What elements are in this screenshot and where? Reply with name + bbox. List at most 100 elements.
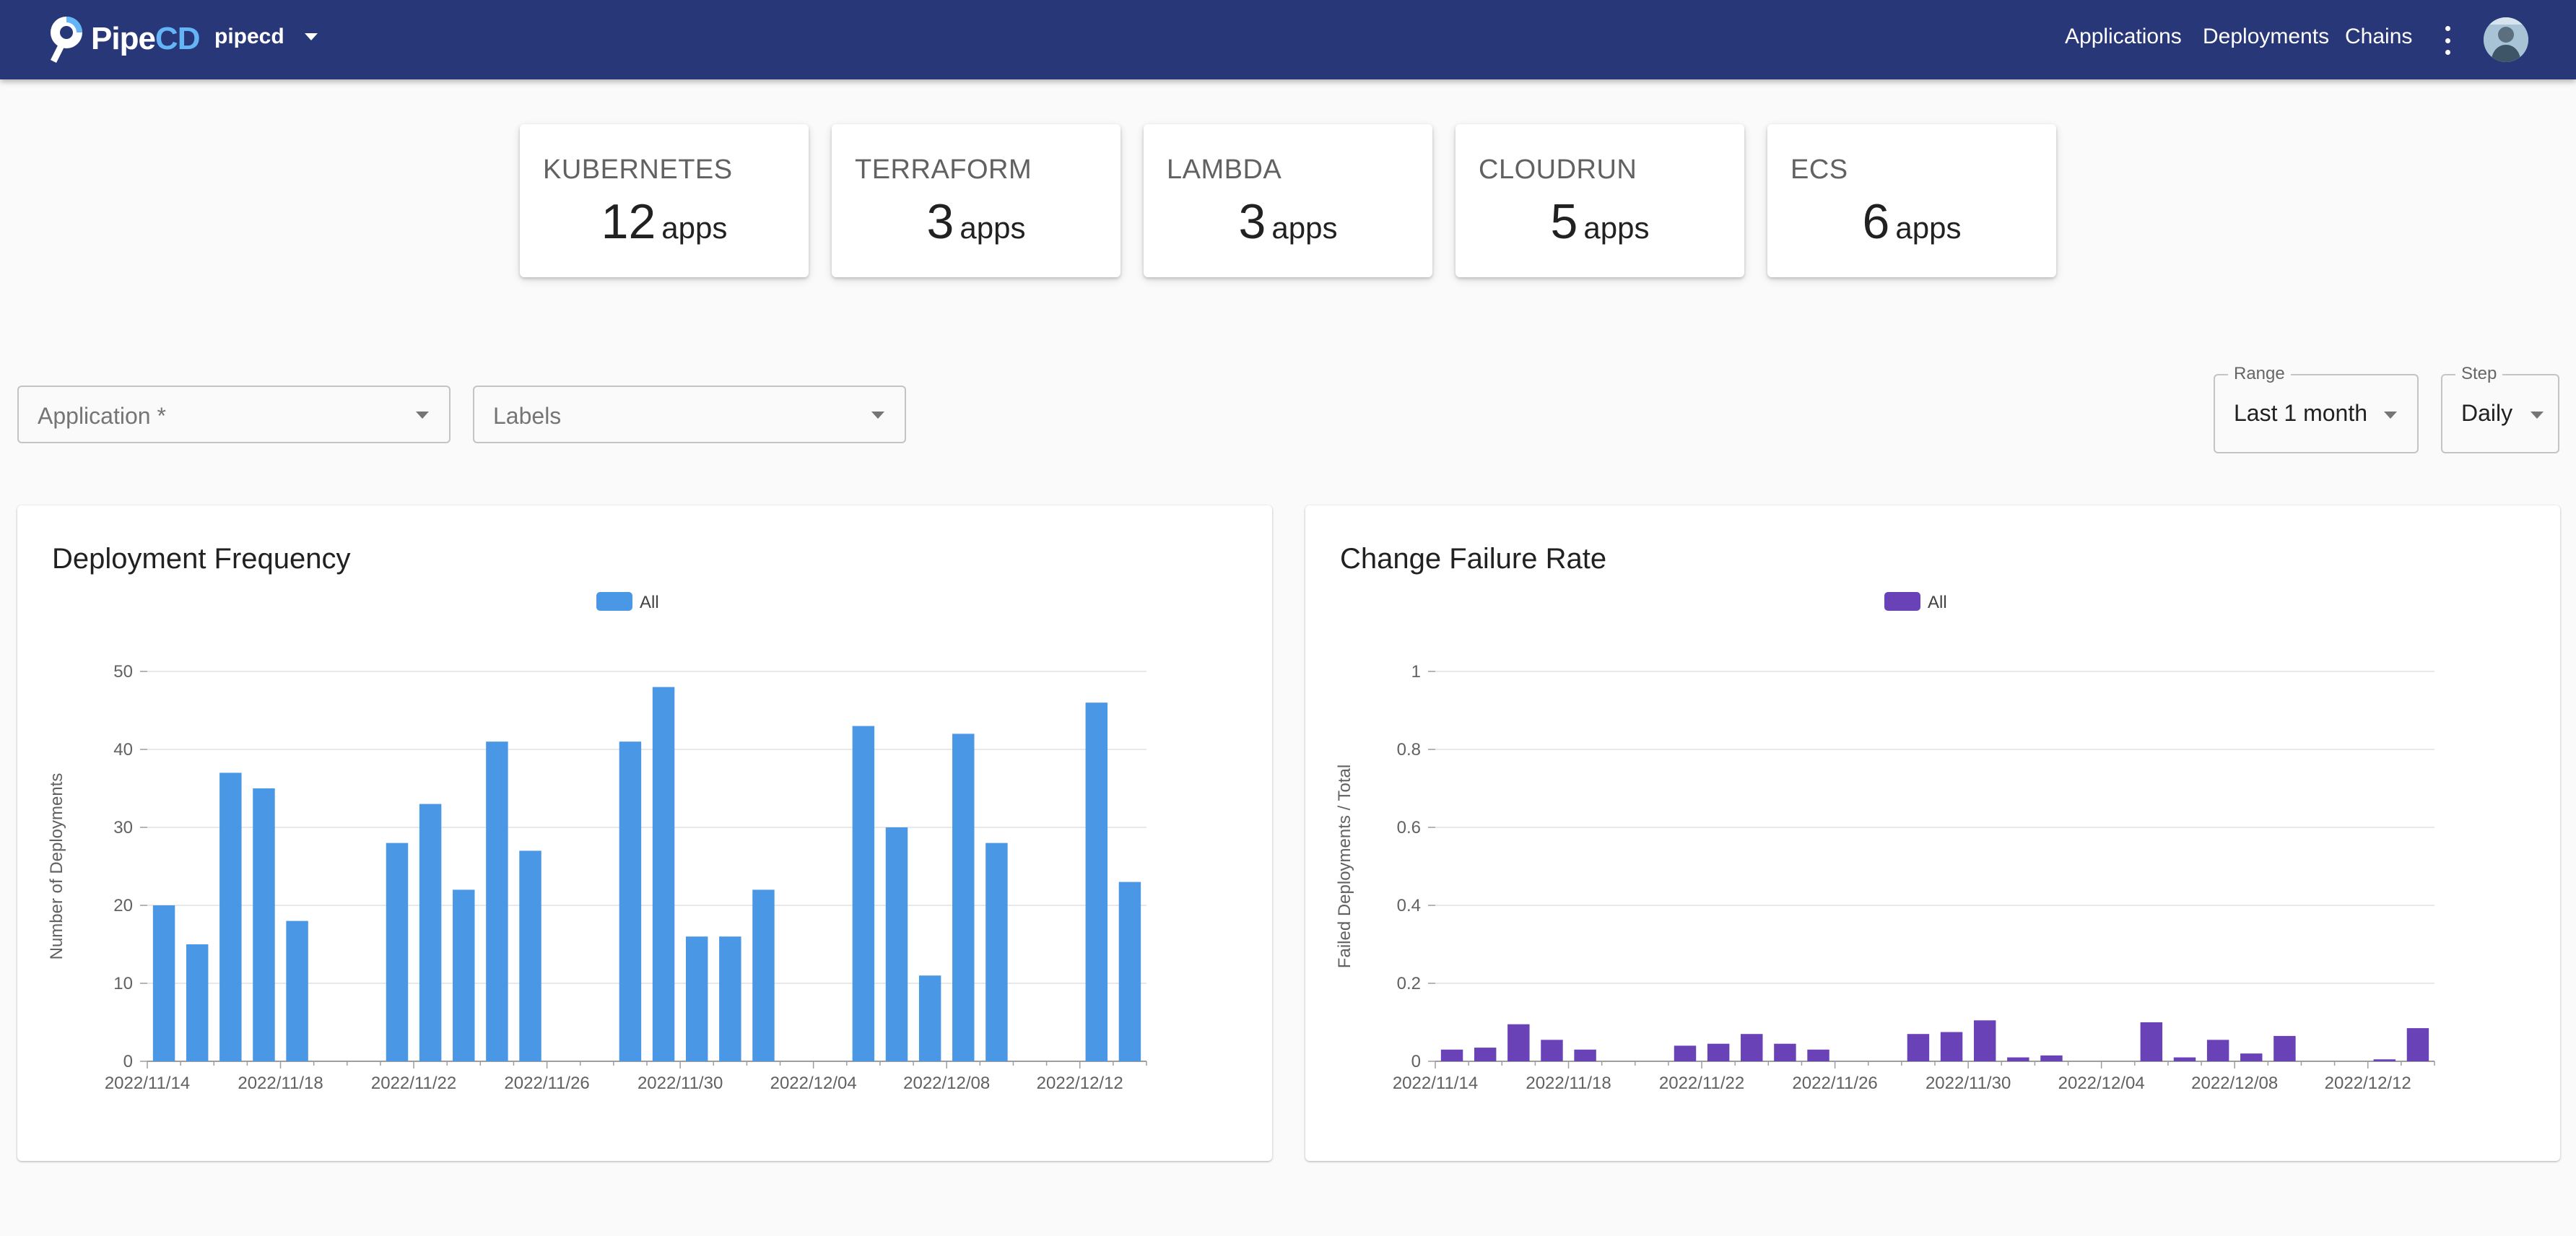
range-value: Last 1 month xyxy=(2234,400,2367,426)
x-tick-label: 2022/11/18 xyxy=(238,1074,323,1093)
bar[interactable] xyxy=(752,889,775,1061)
project-selector[interactable]: pipecd xyxy=(214,25,318,49)
deployment-frequency-panel: Deployment Frequency All 0 10 20 30 40 50 Numbe… xyxy=(17,505,1272,1161)
card-kind: TERRAFORM xyxy=(855,154,1032,185)
bar[interactable] xyxy=(186,944,209,1061)
pipecd-logo-icon xyxy=(51,17,82,63)
summary-card-ecs: ECS 6 apps xyxy=(1767,124,2056,277)
bar[interactable] xyxy=(1574,1049,1596,1061)
bar[interactable] xyxy=(1707,1043,1730,1061)
bar[interactable] xyxy=(2040,1055,2063,1061)
bar[interactable] xyxy=(2373,1059,2396,1061)
chevron-down-icon xyxy=(871,412,884,419)
bar[interactable] xyxy=(286,921,308,1061)
bar[interactable] xyxy=(519,850,541,1061)
bar[interactable] xyxy=(419,804,442,1061)
x-tick-label: 2022/11/22 xyxy=(371,1074,456,1093)
y-tick-label: 1 xyxy=(1411,662,1421,682)
range-select[interactable]: Range Last 1 month xyxy=(2214,364,2419,453)
pipecd-logo[interactable]: PipeCD xyxy=(45,12,200,66)
logo-text: PipeCD xyxy=(91,21,200,56)
x-tick-label: 2022/11/26 xyxy=(1792,1074,1877,1093)
bar[interactable] xyxy=(386,843,409,1061)
bar[interactable] xyxy=(152,905,175,1061)
bar[interactable] xyxy=(1440,1049,1463,1061)
legend-swatch xyxy=(1884,592,1920,611)
card-kind: KUBERNETES xyxy=(543,154,733,185)
bar[interactable] xyxy=(2206,1040,2229,1061)
bar[interactable] xyxy=(619,741,642,1061)
nav-deployments[interactable]: Deployments xyxy=(2203,25,2330,48)
application-select[interactable]: Application * xyxy=(17,386,451,443)
bar[interactable] xyxy=(918,975,941,1061)
x-tick-label: 2022/11/30 xyxy=(638,1074,723,1093)
bar[interactable] xyxy=(1807,1049,1829,1061)
more-vert-icon[interactable] xyxy=(2440,26,2455,55)
bar[interactable] xyxy=(1973,1020,1996,1061)
card-count: 3 apps xyxy=(1238,194,1338,249)
step-label: Step xyxy=(2455,364,2503,384)
y-tick-label: 0.8 xyxy=(1397,740,1421,760)
y-tick-label: 50 xyxy=(113,662,133,682)
bar[interactable] xyxy=(2007,1057,2029,1061)
card-kind: ECS xyxy=(1790,154,1848,185)
bar[interactable] xyxy=(1474,1048,1497,1061)
bar[interactable] xyxy=(1774,1043,1796,1061)
x-tick-label: 2022/11/26 xyxy=(504,1074,589,1093)
bar[interactable] xyxy=(1507,1024,1530,1061)
y-tick-label: 0 xyxy=(1411,1052,1421,1071)
bar[interactable] xyxy=(1674,1045,1697,1061)
card-count: 5 apps xyxy=(1550,194,1650,249)
x-tick-label: 2022/12/04 xyxy=(770,1074,857,1093)
y-tick-label: 0 xyxy=(123,1052,133,1071)
legend-label: All xyxy=(1928,593,1947,612)
bar[interactable] xyxy=(486,741,508,1061)
bar[interactable] xyxy=(685,936,708,1061)
labels-select[interactable]: Labels xyxy=(473,386,906,443)
nav-applications[interactable]: Applications xyxy=(2065,25,2182,48)
bar[interactable] xyxy=(2240,1053,2263,1061)
bar[interactable] xyxy=(852,726,875,1061)
bar[interactable] xyxy=(2273,1035,2296,1061)
chevron-down-icon xyxy=(416,412,429,419)
bar[interactable] xyxy=(885,827,908,1061)
summary-card-kubernetes: KUBERNETES 12 apps xyxy=(520,124,809,277)
bar[interactable] xyxy=(719,936,741,1061)
summary-card-cloudrun: CLOUDRUN 5 apps xyxy=(1455,124,1744,277)
avatar[interactable] xyxy=(2484,17,2528,62)
bar[interactable] xyxy=(2406,1028,2429,1061)
y-tick-label: 0.6 xyxy=(1397,818,1421,837)
bar[interactable] xyxy=(453,889,475,1061)
bar[interactable] xyxy=(253,788,275,1061)
card-kind: CLOUDRUN xyxy=(1479,154,1637,185)
nav-chains[interactable]: Chains xyxy=(2345,25,2413,48)
chart-legend[interactable]: All xyxy=(596,592,659,612)
chevron-down-icon xyxy=(2531,412,2544,419)
chart-legend[interactable]: All xyxy=(1884,592,1947,612)
bar[interactable] xyxy=(985,843,1008,1061)
bar[interactable] xyxy=(1085,702,1108,1061)
card-count: 3 apps xyxy=(926,194,1026,249)
user-avatar-icon xyxy=(2484,17,2528,62)
bar[interactable] xyxy=(952,734,975,1061)
step-select[interactable]: Step Daily xyxy=(2441,364,2559,453)
bar[interactable] xyxy=(1907,1034,1930,1061)
card-count: 12 apps xyxy=(601,194,728,249)
step-value: Daily xyxy=(2461,400,2513,426)
x-tick-label: 2022/11/14 xyxy=(1393,1074,1478,1093)
bar[interactable] xyxy=(1541,1040,1563,1061)
legend-swatch xyxy=(596,592,632,611)
bar[interactable] xyxy=(1940,1032,1963,1062)
bar[interactable] xyxy=(2173,1057,2196,1061)
legend-label: All xyxy=(640,593,659,612)
application-placeholder: Application * xyxy=(38,403,166,429)
bar[interactable] xyxy=(219,772,242,1061)
bar[interactable] xyxy=(652,687,675,1061)
bar[interactable] xyxy=(1741,1034,1763,1061)
bar[interactable] xyxy=(2140,1022,2163,1061)
x-tick-label: 2022/12/12 xyxy=(1037,1074,1123,1093)
card-count: 6 apps xyxy=(1862,194,1962,249)
bar[interactable] xyxy=(1118,882,1141,1061)
x-tick-label: 2022/11/22 xyxy=(1659,1074,1744,1093)
chart-title: Deployment Frequency xyxy=(52,543,351,575)
